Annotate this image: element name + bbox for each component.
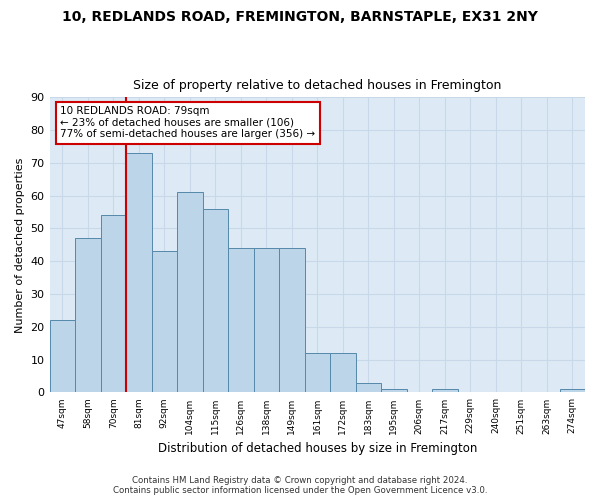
Bar [381, 389, 407, 392]
Title: Size of property relative to detached houses in Fremington: Size of property relative to detached ho… [133, 79, 502, 92]
Bar [101, 216, 126, 392]
Bar [560, 389, 585, 392]
Bar [228, 248, 254, 392]
Bar [356, 382, 381, 392]
Bar [254, 248, 279, 392]
Bar [203, 209, 228, 392]
Bar [305, 353, 330, 393]
Text: 10, REDLANDS ROAD, FREMINGTON, BARNSTAPLE, EX31 2NY: 10, REDLANDS ROAD, FREMINGTON, BARNSTAPL… [62, 10, 538, 24]
Bar [50, 320, 75, 392]
Bar [75, 238, 101, 392]
Y-axis label: Number of detached properties: Number of detached properties [15, 157, 25, 332]
Bar [152, 252, 177, 392]
Bar [126, 153, 152, 392]
Text: 10 REDLANDS ROAD: 79sqm
← 23% of detached houses are smaller (106)
77% of semi-d: 10 REDLANDS ROAD: 79sqm ← 23% of detache… [60, 106, 316, 140]
Bar [330, 353, 356, 393]
Bar [279, 248, 305, 392]
Bar [432, 389, 458, 392]
Text: Contains HM Land Registry data © Crown copyright and database right 2024.
Contai: Contains HM Land Registry data © Crown c… [113, 476, 487, 495]
Bar [177, 192, 203, 392]
X-axis label: Distribution of detached houses by size in Fremington: Distribution of detached houses by size … [158, 442, 477, 455]
